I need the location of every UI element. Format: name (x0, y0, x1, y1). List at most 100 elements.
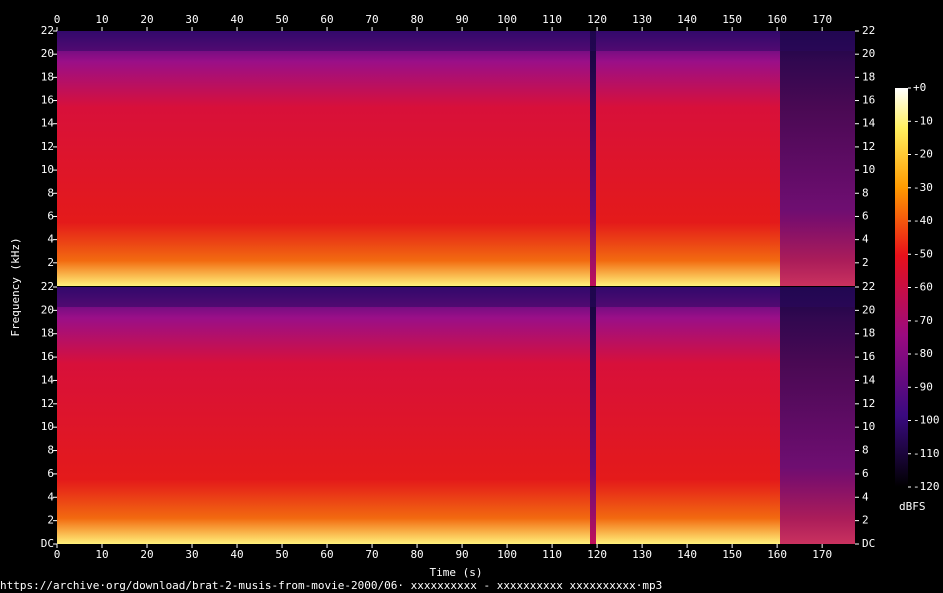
y-tick-label: 12 (41, 140, 54, 153)
colorbar-tick-label: -10 (913, 114, 933, 127)
x-tick-label: 0 (54, 548, 61, 561)
x-tick-label: 20 (140, 548, 153, 561)
y-tick-label: 18 (41, 70, 54, 83)
x-tick-label: 130 (632, 548, 652, 561)
y-tick-label: 8 (47, 186, 54, 199)
x-tick-label: 80 (410, 13, 423, 26)
y-tick-label: 22 (41, 24, 54, 37)
x-tick-label: 20 (140, 13, 153, 26)
x-tick-label: 40 (230, 13, 243, 26)
x-tick-label: 140 (677, 548, 697, 561)
x-tick-label: 100 (497, 13, 517, 26)
colorbar-tick-label: -30 (913, 181, 933, 194)
y-tick-label: 8 (47, 444, 54, 457)
y-tick-label: 14 (862, 373, 876, 386)
x-tick-label: 170 (812, 13, 832, 26)
x-tick-label: 0 (54, 13, 61, 26)
y-tick-label: 10 (41, 420, 54, 433)
x-tick-label: 150 (722, 13, 742, 26)
x-tick-label: 160 (767, 13, 787, 26)
x-tick-label: 140 (677, 13, 697, 26)
y-tick-label: 12 (862, 140, 875, 153)
colorbar-tick-label: -60 (913, 281, 933, 294)
x-tick-label: 130 (632, 13, 652, 26)
y-tick-label: 16 (41, 94, 54, 107)
y-tick-label: 18 (862, 327, 875, 340)
colorbar-tick-label: -50 (913, 247, 933, 260)
y-tick-label: 2 (47, 514, 54, 527)
y-tick-label: 10 (41, 163, 54, 176)
y-tick-label: 20 (41, 47, 54, 60)
y-tick-label: 14 (41, 373, 55, 386)
y-tick-label: 10 (862, 163, 875, 176)
y-tick-label: 14 (41, 117, 55, 130)
colorbar-tick-label: -20 (913, 148, 933, 161)
x-tick-label: 160 (767, 548, 787, 561)
y-tick-label: 6 (862, 467, 869, 480)
y-tick-label: 16 (862, 350, 875, 363)
y-tick-label: 2 (862, 256, 869, 269)
colorbar-tick-label: -40 (913, 214, 933, 227)
x-tick-label: 30 (185, 13, 198, 26)
y-tick-label: 20 (862, 47, 875, 60)
colorbar-tick-label: -80 (913, 347, 933, 360)
y-tick-label: 10 (862, 420, 875, 433)
x-tick-label: 90 (455, 548, 468, 561)
y-tick-label: 16 (41, 350, 54, 363)
x-tick-label: 70 (365, 13, 378, 26)
x-tick-label: 10 (95, 548, 108, 561)
x-tick-label: 100 (497, 548, 517, 561)
colorbar-tick-label: -70 (913, 314, 933, 327)
colorbar-tick-label: -120 (913, 480, 940, 493)
y-tick-label: 12 (41, 397, 54, 410)
x-tick-label: 30 (185, 548, 198, 561)
colorbar-tick-label: +0 (913, 81, 926, 94)
y-tick-label: 6 (862, 209, 869, 222)
colorbar (895, 88, 908, 487)
y-tick-label: 6 (47, 467, 54, 480)
colorbar-tick-label: -110 (913, 447, 940, 460)
y-tick-label: 4 (862, 490, 869, 503)
y-tick-label: 18 (862, 70, 875, 83)
x-tick-label: 80 (410, 548, 423, 561)
x-tick-label: 90 (455, 13, 468, 26)
y-tick-label: DC (41, 537, 54, 550)
y-tick-label: 22 (41, 280, 54, 293)
y-tick-label: 12 (862, 397, 875, 410)
y-axis-label: Frequency (kHz) (9, 237, 22, 336)
y-tick-label: 22 (862, 280, 875, 293)
y-tick-label: 14 (862, 117, 876, 130)
colorbar-tick-label: -90 (913, 380, 933, 393)
y-tick-label: 16 (862, 94, 875, 107)
colorbar-tick-label: -100 (913, 414, 940, 427)
x-tick-label: 110 (542, 13, 562, 26)
footer-filename: https://archive·org/download/brat-2-musi… (0, 579, 662, 592)
x-tick-label: 10 (95, 13, 108, 26)
y-tick-label: 4 (47, 233, 54, 246)
x-tick-label: 70 (365, 548, 378, 561)
y-tick-label: DC (862, 537, 875, 550)
x-axis-label: Time (s) (430, 566, 483, 579)
x-tick-label: 150 (722, 548, 742, 561)
x-tick-label: 40 (230, 548, 243, 561)
x-tick-label: 110 (542, 548, 562, 561)
spectrogram-image (57, 31, 855, 544)
y-tick-label: 4 (47, 490, 54, 503)
y-tick-label: 20 (41, 303, 54, 316)
x-tick-label: 60 (320, 13, 333, 26)
x-tick-label: 50 (275, 548, 288, 561)
colorbar-label: dBFS (899, 500, 926, 513)
y-tick-label: 2 (47, 256, 54, 269)
y-tick-label: 18 (41, 327, 54, 340)
x-tick-label: 60 (320, 548, 333, 561)
y-tick-label: 4 (862, 233, 869, 246)
y-tick-label: 6 (47, 209, 54, 222)
y-tick-label: 8 (862, 186, 869, 199)
y-tick-label: 8 (862, 444, 869, 457)
x-tick-label: 50 (275, 13, 288, 26)
y-tick-label: 2 (862, 514, 869, 527)
x-tick-label: 120 (587, 548, 607, 561)
x-tick-label: 170 (812, 548, 832, 561)
x-tick-label: 120 (587, 13, 607, 26)
